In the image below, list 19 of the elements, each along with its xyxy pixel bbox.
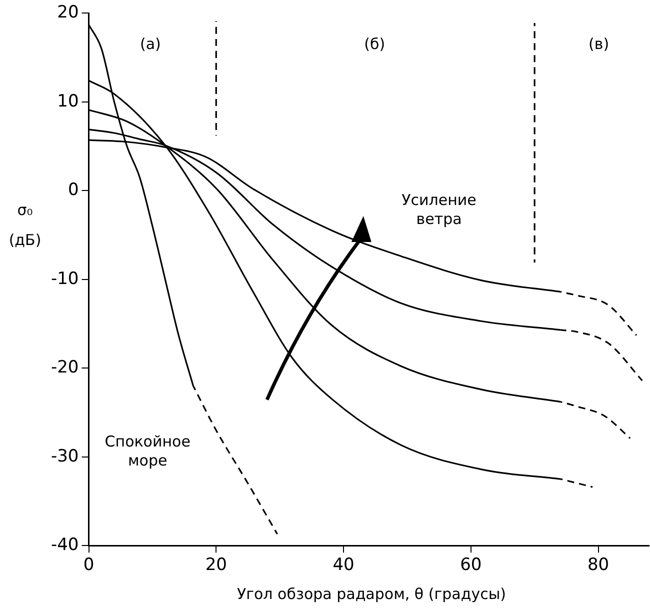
y-tick-label: 20 <box>57 2 79 23</box>
x-tick-label: 20 <box>205 555 227 576</box>
y-tick-label: -30 <box>50 446 79 466</box>
x-tick-label: 80 <box>587 555 610 576</box>
x-tick-label: 60 <box>460 555 482 576</box>
annotation: (а) <box>140 35 161 54</box>
y-tick-label: -40 <box>50 535 79 556</box>
annotation: Спокойное море <box>104 432 190 470</box>
y-tick-label: -10 <box>50 268 79 289</box>
y-tick-label: 0 <box>68 180 79 200</box>
x-tick-label: 40 <box>332 555 354 576</box>
annotation: (в) <box>588 35 610 54</box>
y-tick-label: -20 <box>50 358 79 378</box>
y-tick-label: 10 <box>57 91 79 112</box>
x-axis-title: Угол обзора радаром, θ (градусы) <box>236 585 508 603</box>
y-axis-title: σ₀ (дБ) <box>8 200 42 251</box>
annotation: Усиление ветра <box>402 191 476 228</box>
annotation: (б) <box>364 35 386 54</box>
x-tick-label: 0 <box>83 555 94 576</box>
